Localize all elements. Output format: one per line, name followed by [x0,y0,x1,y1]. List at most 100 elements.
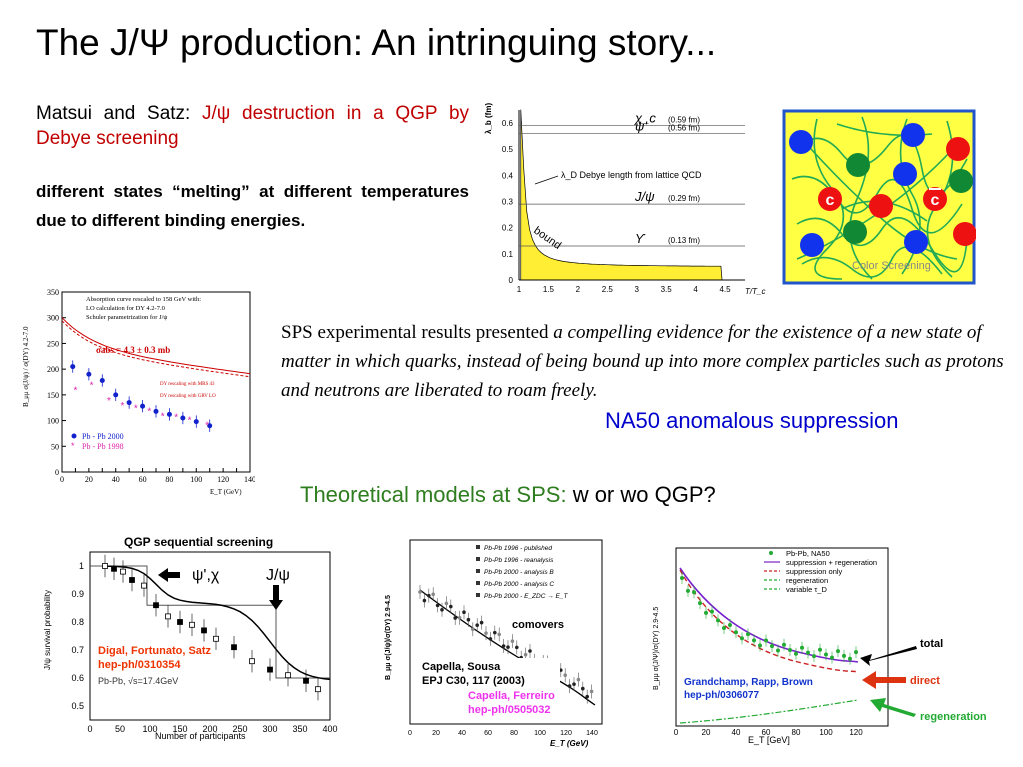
data-point [776,648,780,653]
data-point-2000 [86,371,92,377]
data-point [716,618,720,623]
sigma-abs-label: σabs = 4.3 ± 0.3 mb [96,345,170,355]
annotation-arrow [534,175,559,185]
legend-entry: Pb-Pb, NA50 [786,549,830,558]
data-point [585,694,589,699]
data-point [484,631,488,635]
x-tick-label: 4 [693,285,698,294]
x-tick-label: 1.5 [543,285,555,294]
data-point [515,645,519,650]
data-points: * * * * * * * * * * [70,360,213,432]
total-curve [679,567,859,663]
debye-annotation: λ_D Debye length from lattice QCD [561,170,702,180]
y-axis-label: J/ψ survival probability [43,590,52,670]
x-axis-label: E_T [GeV] [748,735,790,745]
x-tick-label: 140 [244,475,255,484]
y-tick-label: 0.6 [502,119,514,128]
jpsi-arrow-icon [269,585,283,610]
legend-entry: Pb-Pb 1996 - published [484,545,552,552]
data-point [764,638,768,643]
data-point [818,647,822,652]
data-point [680,576,684,580]
anticharm-label: c [931,192,940,209]
data-point-1998: * [161,411,165,422]
caption-line-1: Absorption curve rescaled to 158 GeV wit… [86,296,201,303]
x-tick-label: 60 [484,730,492,737]
data-point [231,644,237,651]
comovers-plot: Pb-Pb 1996 - published Pb-Pb 1996 - reana… [380,530,608,750]
data-point [782,642,786,647]
legend-entry: suppression only [786,567,843,576]
data-point [475,623,479,627]
data-point [153,602,159,609]
x-tick-label: 60 [139,475,147,484]
reference-label-2: hep-ph/0505032 [468,704,551,716]
x-tick-label: 20 [432,730,440,737]
legend-label-2000: Pb - Pb 2000 [82,432,124,441]
data-point-1998: * [90,381,94,392]
data-point [528,649,532,653]
x-tick-label: 3 [634,285,639,294]
data-point [488,637,493,641]
quark-blue [800,233,824,257]
system-label: Pb-Pb, √s=17.4GeV [98,676,178,686]
data-point [572,682,576,686]
x-tick-label: 100 [534,730,546,737]
quark-blue [893,162,917,186]
data-point [836,649,840,654]
data-point [129,577,135,583]
data-point-1998: * [188,416,192,427]
data-points [680,572,858,665]
data-point [267,666,273,673]
absorption-curve [61,317,251,375]
x-tick-label: 250 [232,724,247,734]
y-tick-label: 0.1 [502,250,514,259]
state-name: J/ψ [634,189,655,204]
sequential-screening-plot: 0.5 0.6 0.7 0.8 0.9 1 0 50 100 150 200 250 300 350 40… [40,530,340,742]
y-tick-label: 300 [47,314,59,323]
y-tick-label: 0.9 [71,589,84,599]
x-tick-label: 0 [60,475,64,484]
y-tick-label: 0.4 [502,171,514,180]
x-tick-label: 400 [322,724,337,734]
y-ticks: 0 50 100 150 200 250 300 350 [47,288,66,477]
legend-label-1998: Pb - Pb 1998 [82,442,124,451]
absorption-plot: 0 50 100 150 200 250 300 350 0 20 40 60 80 100 120 140… [20,287,255,497]
data-point [431,592,435,597]
x-axis-label: E_T (GeV) [550,739,589,748]
data-point [435,603,440,608]
data-point [213,635,219,642]
quark-red [869,194,893,218]
data-point [422,598,427,603]
data-point-1998: * [205,421,209,432]
authors-label: Digal, Fortunato, Satz [98,645,212,657]
psi-prime-chi-label: ψ',χ [192,567,220,584]
data-point [576,677,581,682]
data-point [453,616,457,620]
data-point-2000 [193,419,199,425]
quark-green [846,153,870,177]
quarkonium-levels: χ_c (0.59 fm) ψ' (0.56 fm) J/ψ (0.29 fm) ϒ (0.1… [519,111,745,247]
quark-green [843,220,867,244]
y-tick-label: 50 [51,442,59,451]
data-point [589,689,594,694]
x-tick-label: 150 [172,724,187,734]
y-tick-label: 1 [79,561,84,571]
data-point [111,565,117,572]
direct-curve [679,569,859,673]
x-tick-label: 50 [115,724,125,734]
na50-label: NA50 anomalous suppression [605,408,899,433]
data-point [315,686,321,693]
y-tick-label: 0.8 [71,617,84,627]
data-point [830,655,834,660]
total-arrow-icon [860,646,917,666]
jpsi-label: J/ψ [266,567,290,584]
anticharm-quark [923,187,947,211]
theory-green: Theoretical models at SPS: [300,482,567,507]
data-point-2000 [140,403,146,409]
y-axis-label: B_μμ σ(J/ψ) / σ(DY) 4.2-7.0 [22,326,30,407]
x-tick-label: 0 [408,730,412,737]
legend-marker-2000 [71,433,77,439]
state-radius: (0.29 fm) [668,194,700,203]
